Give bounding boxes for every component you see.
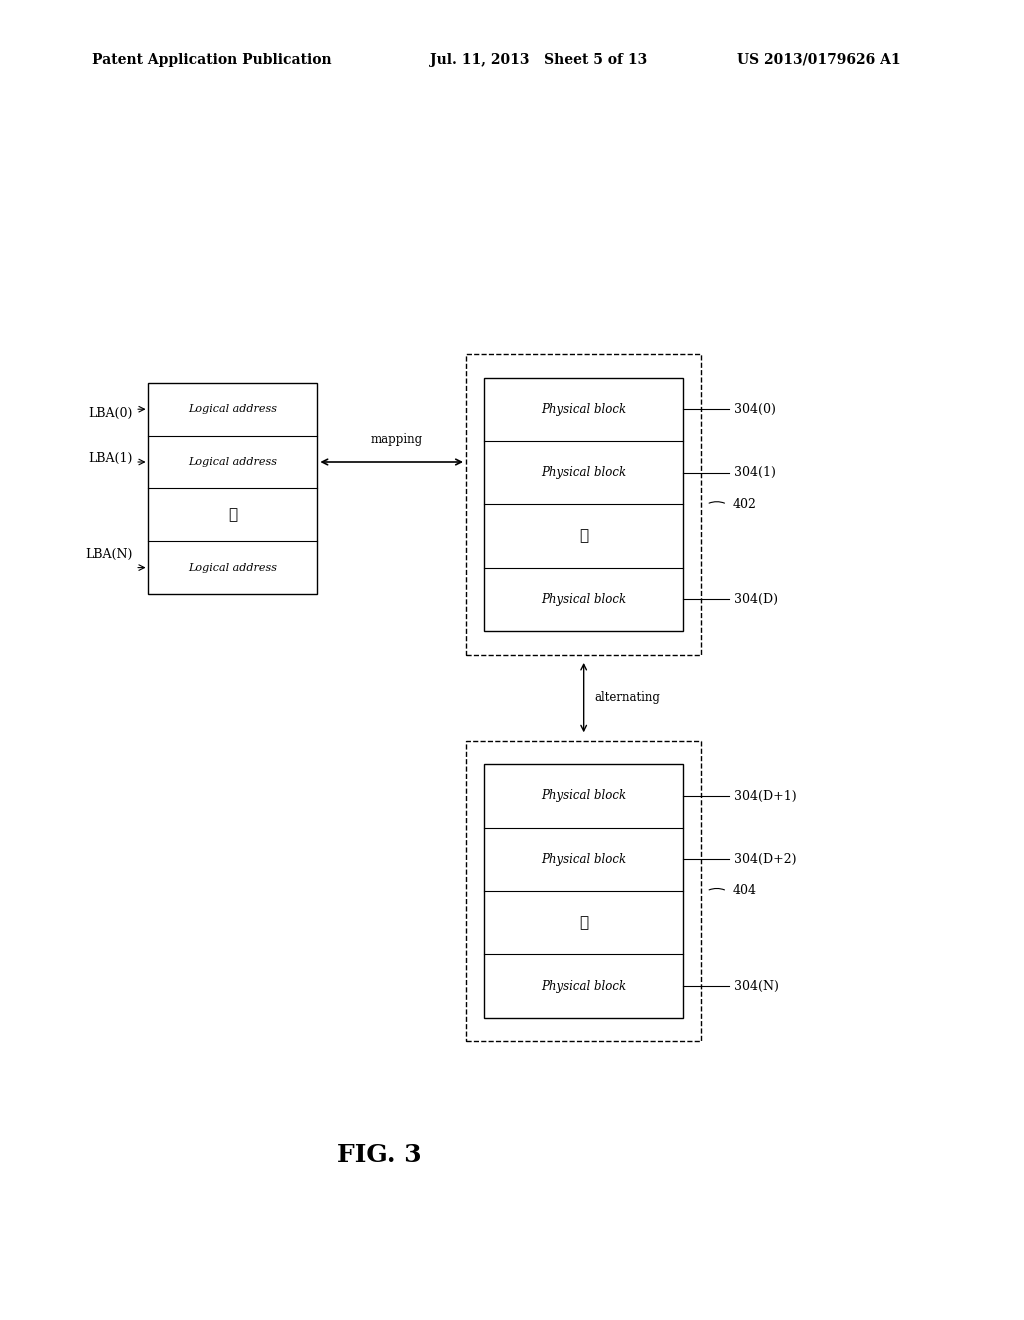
Text: Physical block: Physical block bbox=[541, 789, 627, 803]
Text: Patent Application Publication: Patent Application Publication bbox=[92, 53, 332, 67]
Text: Logical address: Logical address bbox=[188, 562, 278, 573]
Text: 304(0): 304(0) bbox=[734, 403, 776, 416]
Text: LBA(N): LBA(N) bbox=[86, 548, 133, 561]
Bar bbox=[484, 764, 683, 1018]
Text: 304(D+2): 304(D+2) bbox=[734, 853, 797, 866]
Text: 304(N): 304(N) bbox=[734, 979, 779, 993]
Text: LBA(1): LBA(1) bbox=[89, 451, 133, 465]
Bar bbox=[466, 741, 701, 1041]
Bar bbox=[484, 378, 683, 631]
Text: 402: 402 bbox=[732, 498, 756, 511]
Text: ⋮: ⋮ bbox=[580, 529, 588, 543]
Text: Logical address: Logical address bbox=[188, 404, 278, 414]
Text: FIG. 3: FIG. 3 bbox=[337, 1143, 421, 1167]
Text: mapping: mapping bbox=[371, 433, 422, 446]
Text: alternating: alternating bbox=[594, 692, 659, 704]
Text: Physical block: Physical block bbox=[541, 979, 627, 993]
Text: 304(D+1): 304(D+1) bbox=[734, 789, 797, 803]
Text: LBA(0): LBA(0) bbox=[89, 407, 133, 420]
Bar bbox=[148, 383, 317, 594]
Text: 304(D): 304(D) bbox=[734, 593, 778, 606]
Text: 404: 404 bbox=[732, 884, 756, 898]
Text: US 2013/0179626 A1: US 2013/0179626 A1 bbox=[737, 53, 901, 67]
Text: Physical block: Physical block bbox=[541, 853, 627, 866]
Text: ⋮: ⋮ bbox=[580, 916, 588, 929]
Text: Physical block: Physical block bbox=[541, 403, 627, 416]
Text: 304(1): 304(1) bbox=[734, 466, 776, 479]
Text: Jul. 11, 2013   Sheet 5 of 13: Jul. 11, 2013 Sheet 5 of 13 bbox=[430, 53, 647, 67]
Bar bbox=[466, 354, 701, 655]
Text: Physical block: Physical block bbox=[541, 466, 627, 479]
Text: Logical address: Logical address bbox=[188, 457, 278, 467]
Text: ⋮: ⋮ bbox=[228, 508, 238, 521]
Text: Physical block: Physical block bbox=[541, 593, 627, 606]
